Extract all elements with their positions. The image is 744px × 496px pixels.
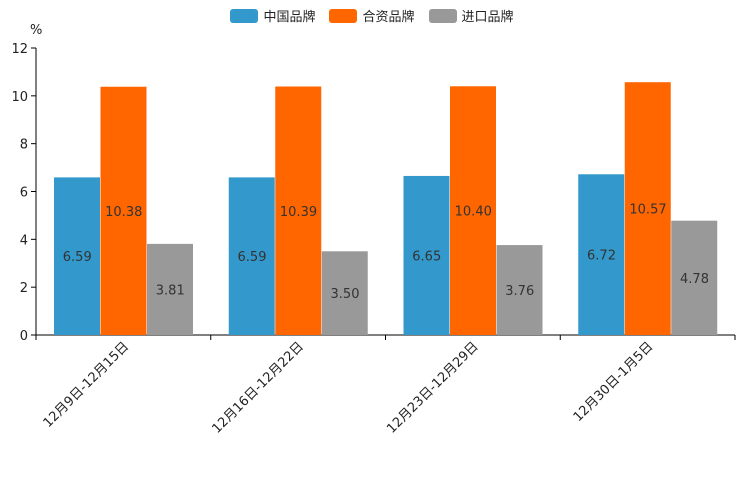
y-tick-label: 4 <box>20 233 28 248</box>
y-tick-label: 12 <box>11 42 28 57</box>
bar[interactable] <box>228 177 275 335</box>
x-category-label: 12月30日-1月5日 <box>571 339 657 425</box>
x-category-label: 12月23日-12月29日 <box>384 339 481 436</box>
bars-group <box>54 82 718 336</box>
bar[interactable] <box>671 220 718 335</box>
y-tick-label: 6 <box>20 186 28 201</box>
legend-item-import[interactable]: 进口品牌 <box>428 6 514 25</box>
legend-item-china[interactable]: 中国品牌 <box>230 6 315 25</box>
bar[interactable] <box>275 86 322 336</box>
y-tick-label: 2 <box>20 281 28 296</box>
bar[interactable] <box>450 86 496 336</box>
bar[interactable] <box>578 174 625 335</box>
bar-value-label: 6.59 <box>238 250 267 265</box>
bar-value-label: 3.76 <box>505 284 534 299</box>
bar-labels-group: 6.59 10.38 3.81 6.59 10.39 3.50 6.65 10.40 3.76 6… <box>63 203 709 303</box>
bar-value-label: 10.57 <box>629 203 666 218</box>
bar-value-label: 3.81 <box>156 283 185 298</box>
bar-value-label: 6.65 <box>412 249 441 264</box>
bar[interactable] <box>100 86 147 336</box>
legend-swatch-import <box>428 8 457 23</box>
bar[interactable] <box>147 243 193 335</box>
bar-value-label: 10.38 <box>105 205 142 220</box>
bar-value-label: 4.78 <box>680 272 709 287</box>
legend-item-joint[interactable]: 合资品牌 <box>329 6 415 25</box>
y-tick-label: 10 <box>11 90 28 105</box>
legend: 中国品牌 合资品牌 进口品牌 <box>0 6 744 25</box>
legend-swatch-china <box>230 8 259 23</box>
bar-value-label: 3.50 <box>331 287 360 302</box>
bar[interactable] <box>403 175 450 335</box>
y-axis-unit-label: % <box>30 23 42 38</box>
legend-label-china: 中国品牌 <box>263 10 316 25</box>
bar[interactable] <box>321 251 368 335</box>
x-category-label: 12月9日-12月15日 <box>41 339 133 431</box>
bar[interactable] <box>54 177 100 335</box>
x-category-label: 12月16日-12月22日 <box>209 339 306 436</box>
legend-label-import: 进口品牌 <box>461 10 514 25</box>
legend-swatch-joint <box>329 8 358 23</box>
bar-value-label: 10.40 <box>455 205 492 220</box>
y-tick-label: 8 <box>20 138 28 153</box>
y-tick-label: 0 <box>20 329 28 344</box>
bar-value-label: 10.39 <box>280 205 317 220</box>
bar-value-label: 6.59 <box>63 250 92 265</box>
bar-value-label: 6.72 <box>587 249 616 264</box>
legend-label-joint: 合资品牌 <box>362 10 415 25</box>
bar[interactable] <box>624 82 671 335</box>
bar[interactable] <box>496 245 543 335</box>
